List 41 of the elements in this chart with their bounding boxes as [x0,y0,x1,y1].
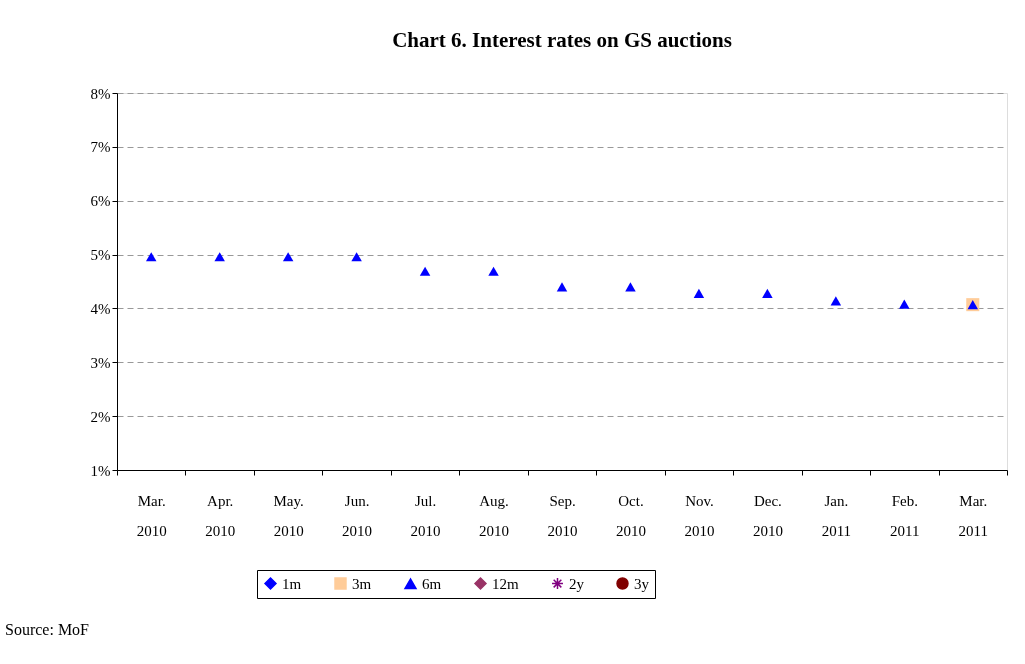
point [693,288,705,298]
legend-label: 3y [634,575,650,592]
x-tick-label: Mar. 2010 [136,492,167,539]
point [830,296,842,306]
y-tick-label: 3% [90,354,111,371]
y-tick-label: 5% [90,247,111,264]
y-tick-label: 2% [90,408,111,425]
y-tick-label: 6% [90,193,111,210]
point [899,299,910,309]
x-tick-label: Sep. 2010 [547,492,578,539]
x-tick-label: Aug. 2010 [479,492,510,539]
x-tick-label: Mar. 2011 [958,492,988,539]
x-tick-label: Oct. 2010 [615,492,646,539]
y-tick-label: 7% [90,139,111,156]
chart-title: Chart 6. Interest rates on GS auctions [392,28,732,52]
legend-label: 2y [569,575,585,592]
x-tick-label: Nov. 2010 [684,492,715,539]
point [351,252,362,262]
y-tick-label: 1% [90,462,111,479]
point [419,266,431,276]
legend-label: 6m [422,575,442,592]
x-tick-label: Jan. 2011 [821,492,852,539]
x-tick-label: Jul. 2010 [410,492,441,539]
point [762,288,773,298]
source-note: Source: MoF [5,621,90,638]
point [145,252,157,262]
x-tick-label: May. 2010 [273,492,304,539]
point [556,282,568,292]
x-tick-label: Dec. 2010 [752,492,783,539]
legend-label: 12m [492,575,519,592]
y-tick-label: 8% [90,85,111,102]
point [488,266,499,276]
y-tick-label: 4% [90,300,111,317]
legend-label: 1m [282,575,302,592]
x-tick-label: Jun. 2010 [342,492,373,539]
point [214,252,225,262]
legend-label: 3m [352,575,372,592]
x-tick-label: Feb. 2011 [890,492,920,539]
point [625,282,636,292]
x-tick-label: Apr. 2010 [205,492,236,539]
point [282,252,294,262]
